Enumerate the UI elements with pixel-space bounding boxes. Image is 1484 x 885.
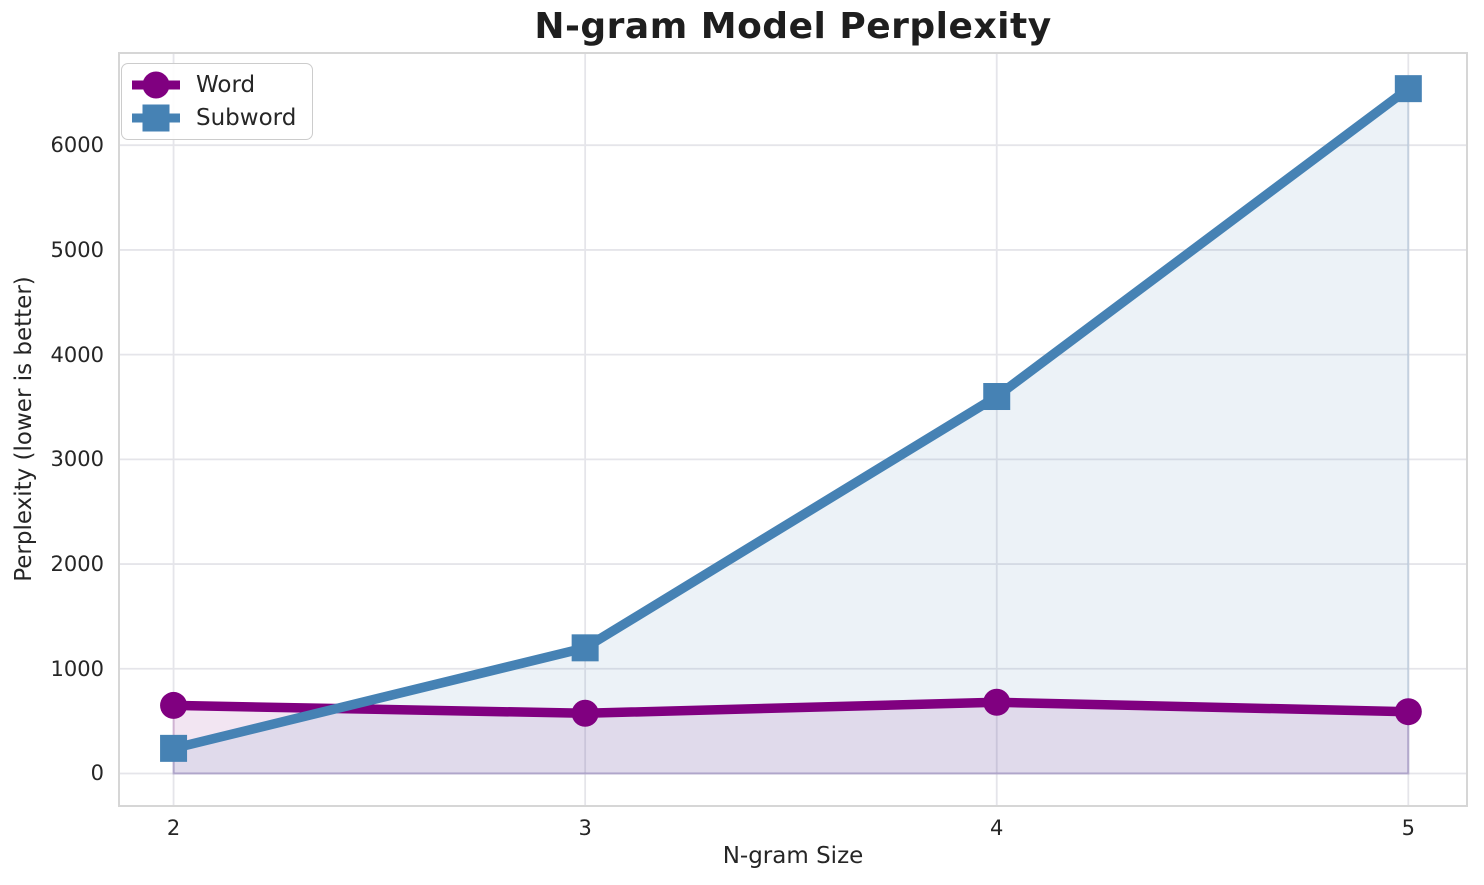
series-line-subword [168,83,1414,754]
x-tick-label: 3 [578,816,592,840]
y-tick-label: 4000 [50,342,104,367]
y-tick-label: 0 [90,761,104,786]
x-axis-label: N-gram Size [722,843,864,869]
x-tick-label: 5 [1401,816,1415,840]
y-tick-label: 6000 [50,133,104,158]
series-line-word [168,697,1414,719]
legend-item-word: Word [132,70,296,100]
marker-square-subword [160,734,188,762]
legend-circle-marker-icon [132,71,180,99]
legend-label: Subword [196,105,297,131]
x-tick-label: 2 [166,816,181,840]
chart-canvas [118,52,1468,807]
legend-square-marker-icon [132,104,180,132]
x-tick-label: 4 [990,816,1004,840]
legend: Word Subword [121,63,314,140]
legend-item-subword: Subword [132,103,296,133]
marker-square-subword [983,383,1011,411]
marker-circle-word [160,691,188,719]
y-tick-label: 1000 [50,656,104,681]
y-tick-label: 5000 [50,237,104,262]
marker-square-subword [571,634,599,662]
marker-circle-word [983,688,1011,716]
y-tick-label: 3000 [50,447,104,472]
plot-area [118,52,1468,807]
marker-circle-word [571,699,599,727]
marker-circle-word [1394,698,1422,726]
chart-title: N-gram Model Perplexity [534,6,1052,47]
y-axis-label: Perplexity (lower is better) [11,276,37,582]
marker-square-subword [1394,75,1422,103]
plot-border [118,52,1468,807]
series-area-subword [172,86,1410,775]
legend-label: Word [196,72,256,98]
y-tick-label: 2000 [50,552,104,577]
